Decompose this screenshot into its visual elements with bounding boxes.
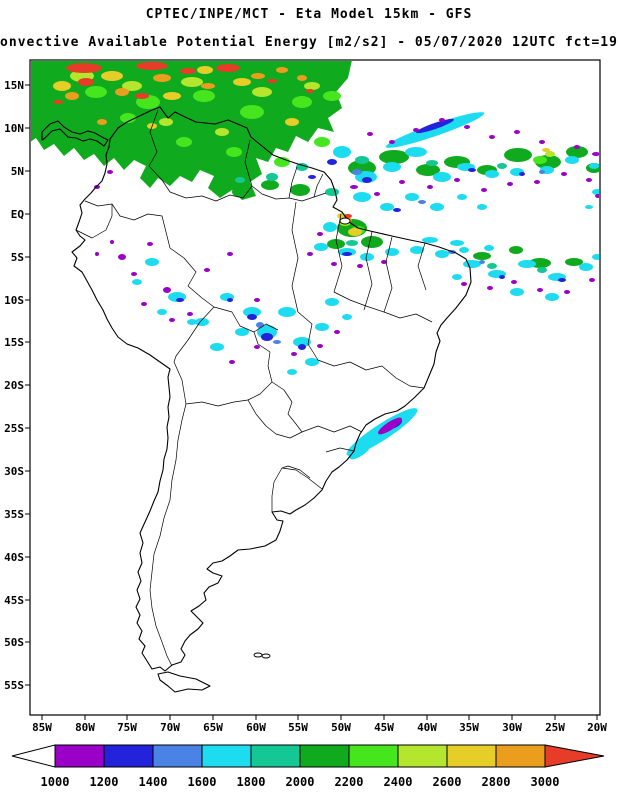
lat-label: 5N (11, 165, 24, 178)
lon-ticks (41, 715, 598, 720)
lat-label: 40S (4, 551, 24, 564)
country-borders (75, 109, 433, 667)
longitude-axis: 85W 80W 75W 70W 65W 60W 55W 50W 45W 40W … (32, 721, 607, 734)
colorbar-tick-labels: 1000 1200 1400 1600 1800 2000 2200 2400 … (41, 775, 560, 789)
lat-label: 15N (4, 79, 24, 92)
colorbar-tick: 2000 (286, 775, 315, 789)
cape-red (53, 62, 352, 218)
latitude-axis: 15N 10N 5N EQ 5S 10S 15S 20S 25S 30S 35S… (4, 79, 24, 692)
lat-label: 55S (4, 679, 24, 692)
lon-label: 55W (288, 721, 308, 734)
cape-yellow (53, 66, 550, 236)
lat-label: 20S (4, 379, 24, 392)
coastlines (41, 106, 472, 693)
lon-label: 35W (459, 721, 479, 734)
lat-label: EQ (11, 208, 25, 221)
cape-orange (65, 67, 352, 223)
colorbar-tick: 1400 (139, 775, 168, 789)
lon-label: 75W (117, 721, 137, 734)
lat-label: 50S (4, 636, 24, 649)
falkland-island-west (253, 652, 263, 658)
colorbar-segment (348, 744, 399, 768)
lat-label: 35S (4, 508, 24, 521)
lon-label: 80W (75, 721, 95, 734)
cape-bright-green (85, 86, 547, 234)
lon-label: 45W (374, 721, 394, 734)
titles: CPTEC/INPE/MCT - Eta Model 15km - GFS Co… (0, 7, 618, 50)
colorbar-segment (397, 744, 448, 768)
colorbar-tick: 2400 (384, 775, 413, 789)
lon-label: 70W (160, 721, 180, 734)
colorbar-tick: 2800 (482, 775, 511, 789)
map-frame (29, 59, 601, 716)
lon-label: 25W (545, 721, 565, 734)
colorbar-left-arrow (11, 744, 56, 768)
colorbar-segment (152, 744, 203, 768)
colorbar-segment (103, 744, 154, 768)
lat-label: 30S (4, 465, 24, 478)
lon-label: 30W (502, 721, 522, 734)
title-line1: CPTEC/INPE/MCT - Eta Model 15km - GFS (146, 7, 473, 22)
lat-label: 10N (4, 122, 24, 135)
lon-label: 50W (331, 721, 351, 734)
lat-label: 45S (4, 594, 24, 607)
cape-field (31, 61, 599, 460)
colorbar-tick: 2200 (335, 775, 364, 789)
lon-label: 60W (246, 721, 266, 734)
colorbar-segment (54, 744, 105, 768)
colorbar-segment (299, 744, 350, 768)
cape-teal (235, 156, 547, 273)
colorbar-tick: 1600 (188, 775, 217, 789)
colorbar-segment (446, 744, 497, 768)
colorbar-segment (495, 744, 546, 768)
colorbar-right-arrow (544, 744, 605, 768)
tierra-del-fuego-coastline (157, 671, 211, 693)
lat-label: 25S (4, 422, 24, 435)
colorbar-tick: 2600 (433, 775, 462, 789)
colorbar-segment (250, 744, 301, 768)
lat-label: 10S (4, 294, 24, 307)
title-line2: Convective Available Potential Energy [m… (0, 35, 618, 50)
lat-ticks (25, 84, 30, 686)
lat-label: 15S (4, 336, 24, 349)
marajo-island (339, 217, 351, 225)
colorbar-segment (201, 744, 252, 768)
cape-purple (94, 118, 599, 435)
south-america-coastline (71, 106, 472, 672)
central-america-coastline (41, 120, 109, 147)
colorbar: 1000 1200 1400 1600 1800 2000 2200 2400 … (11, 744, 605, 789)
colorbar-tick: 1200 (90, 775, 119, 789)
colorbar-tick: 1800 (237, 775, 266, 789)
lon-label: 85W (32, 721, 52, 734)
lon-label: 20W (587, 721, 607, 734)
lon-label: 40W (417, 721, 437, 734)
colorbar-tick: 1000 (41, 775, 70, 789)
lat-label: 5S (11, 251, 24, 264)
lon-label: 65W (203, 721, 223, 734)
falkland-island-east (261, 653, 271, 659)
colorbar-tick: 3000 (531, 775, 560, 789)
